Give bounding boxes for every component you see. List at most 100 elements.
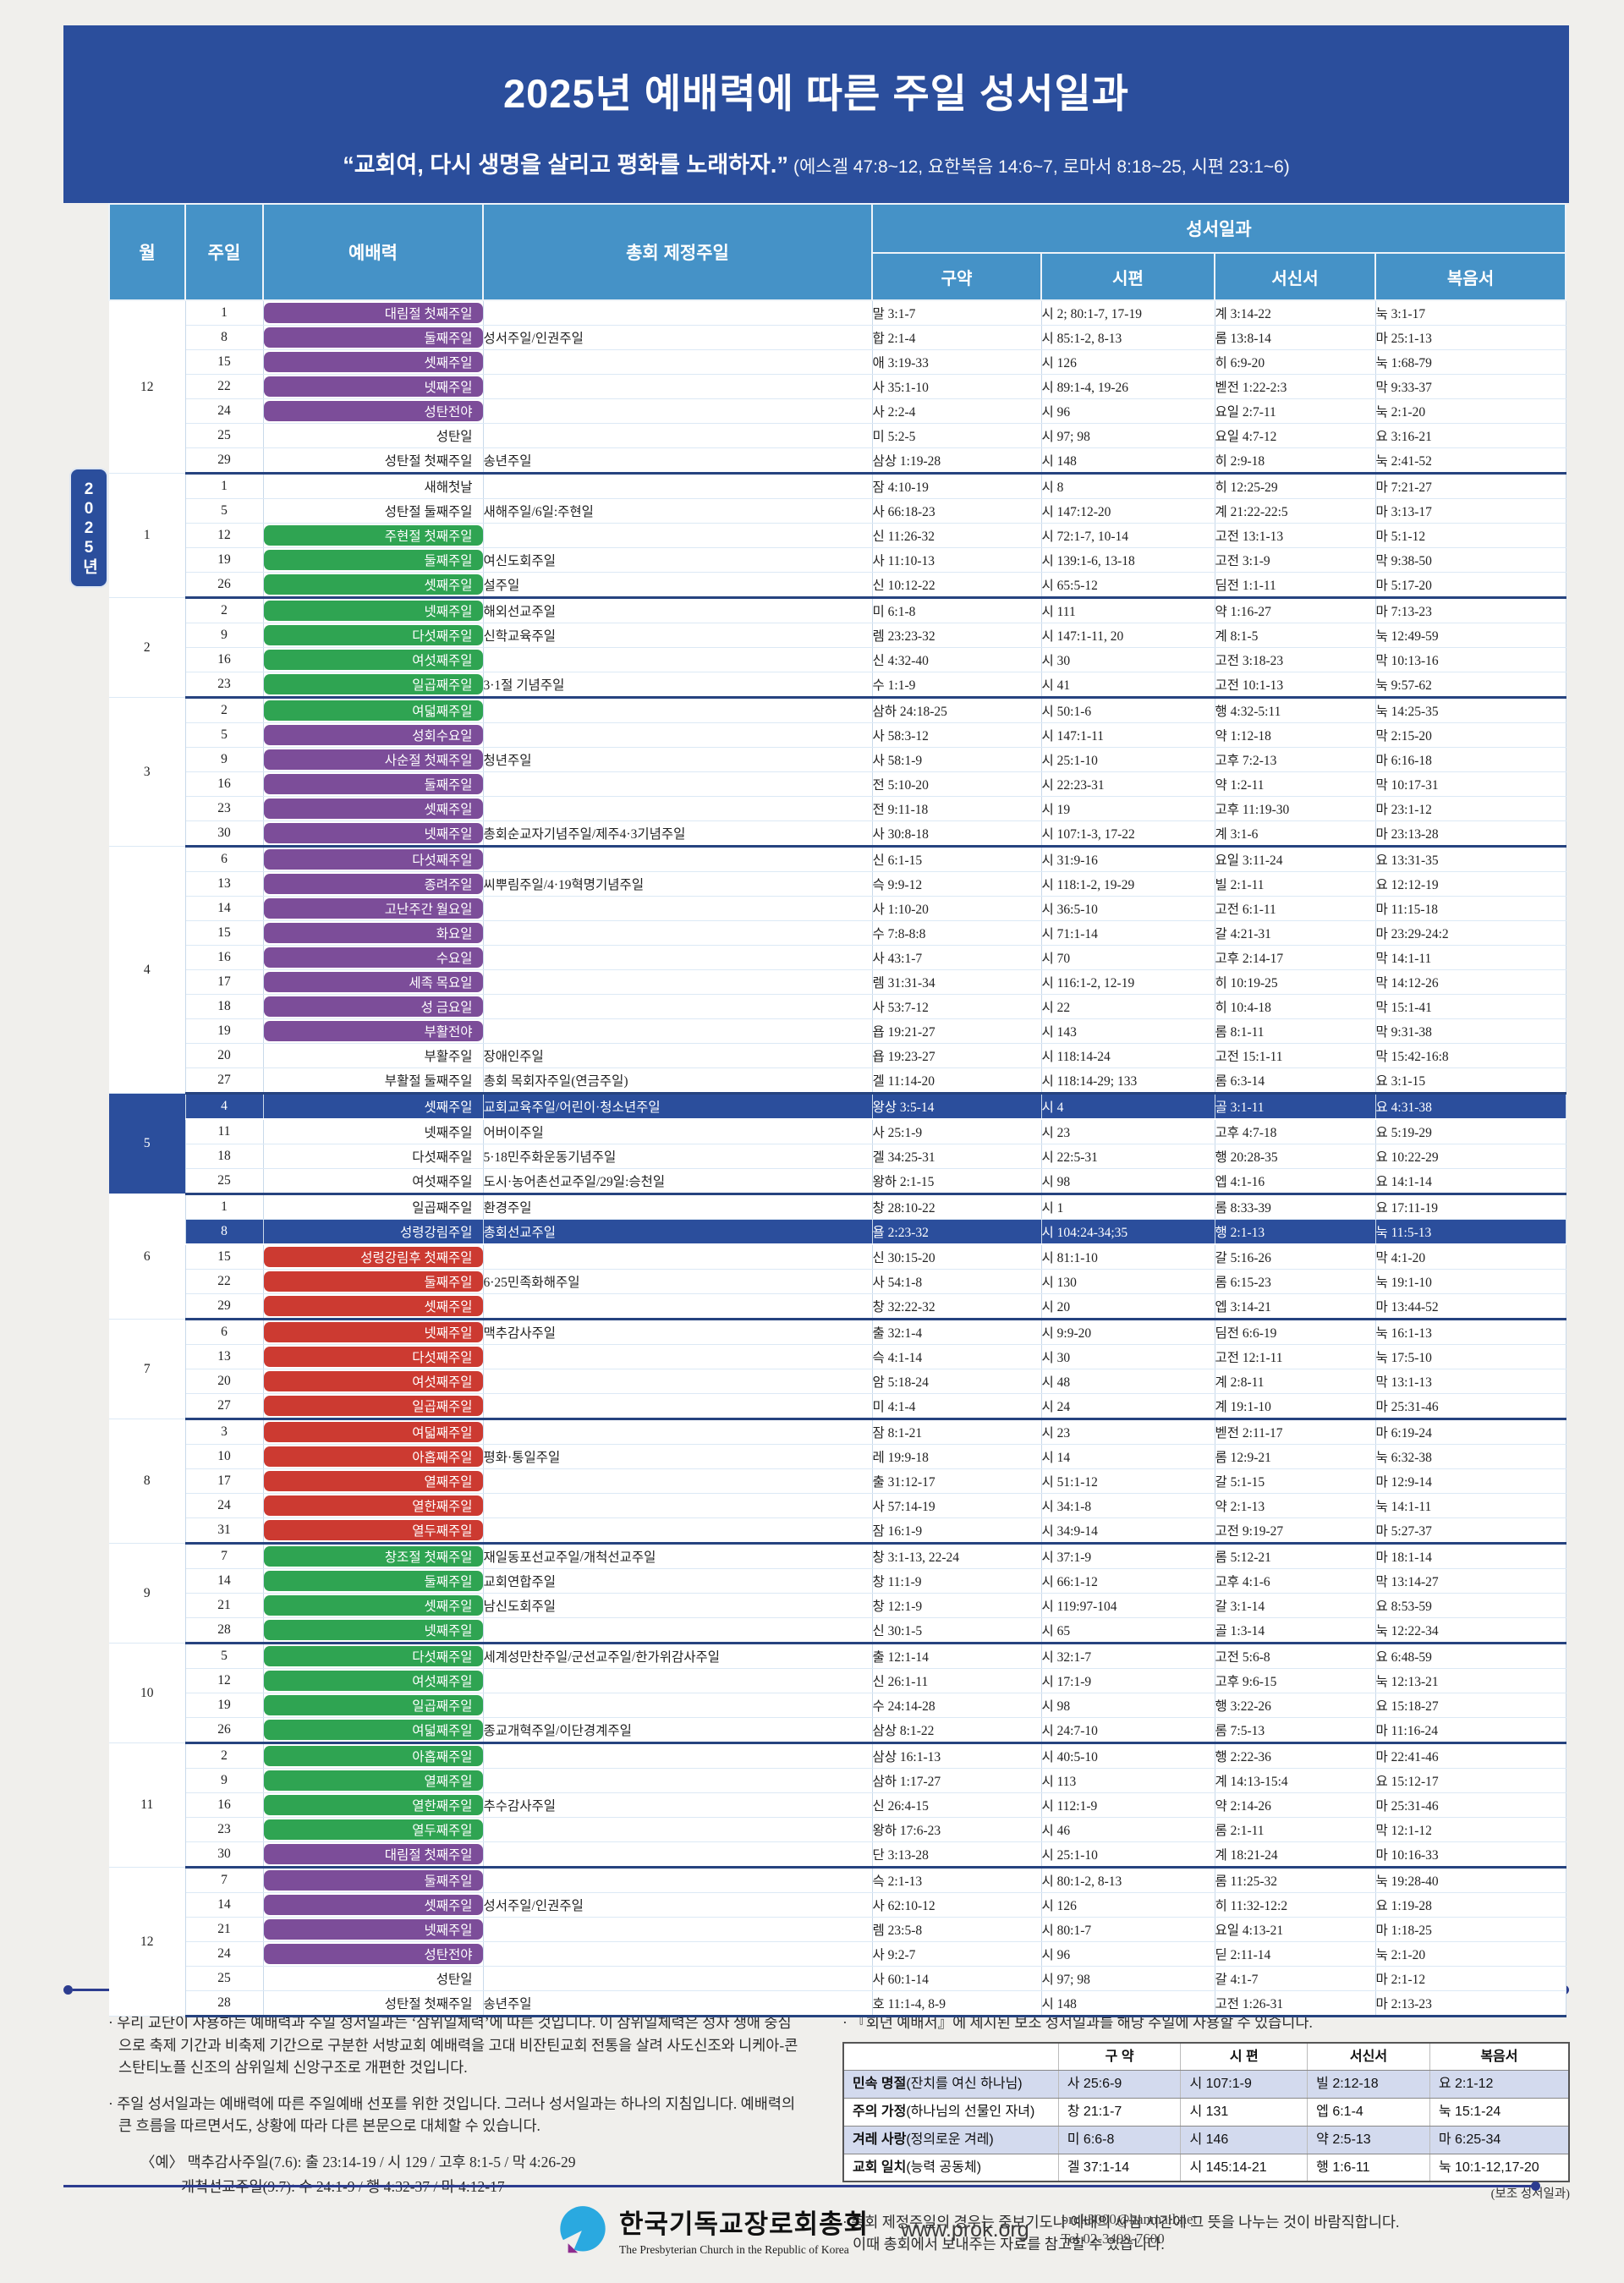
liturgical-chip: 성령강림주일 — [399, 1226, 473, 1240]
org-website-link[interactable]: www.prok.org — [901, 2217, 1029, 2242]
date-cell: 18 — [185, 994, 264, 1019]
epistle-cell: 롬 5:12-21 — [1215, 1543, 1376, 1569]
liturgical-chip: 다섯째주일 — [263, 625, 482, 645]
gospel-cell: 마 25:1-13 — [1375, 325, 1566, 350]
psalm-cell: 시 19 — [1041, 796, 1215, 821]
date-cell: 28 — [185, 1617, 264, 1644]
psalm-cell: 시 96 — [1041, 398, 1215, 424]
lectionary-row: 11 넷째주일 어버이주일 사 25:1-9 시 23 고후 4:7-18 요 5:19-2… — [109, 1119, 1566, 1144]
lectionary-row: 26 여덟째주일 종교개혁주일/이단경계주일 삼상 8:1-22 시 24:7-10 롬 … — [109, 1717, 1566, 1744]
psalm-cell: 시 25:1-10 — [1041, 747, 1215, 772]
lectionary-row: 25 성탄일 사 60:1-14 시 97; 98 갈 4:1-7 마 2:1-12 — [109, 1966, 1566, 1991]
liturgical-cell: 부활절 둘째주일 — [263, 1067, 484, 1095]
psalm-cell: 시 22 — [1041, 994, 1215, 1019]
psalm-cell: 시 147:1-11, 20 — [1041, 623, 1215, 648]
ot-cell: 삼하 24:18-25 — [872, 697, 1042, 723]
liturgical-cell: 셋째주일 — [263, 1293, 484, 1320]
liturgical-chip: 다섯째주일 — [263, 849, 482, 870]
designated-cell — [483, 771, 873, 797]
psalm-cell: 시 30 — [1041, 647, 1215, 672]
aux-psalm-cell: 시 107:1-9 — [1180, 2069, 1309, 2099]
designated-cell — [483, 398, 873, 424]
psalm-cell: 시 9:9-20 — [1041, 1319, 1215, 1345]
col-header-month: 월 — [108, 203, 186, 301]
date-cell: 12 — [185, 1668, 264, 1693]
gospel-cell: 마 12:9-14 — [1375, 1468, 1566, 1494]
ot-cell: 창 3:1-13, 22-24 — [872, 1543, 1042, 1569]
designated-cell — [483, 1344, 873, 1369]
ot-cell: 삼상 8:1-22 — [872, 1717, 1042, 1744]
date-cell: 1 — [185, 1194, 264, 1220]
gospel-cell: 마 5:27-37 — [1375, 1517, 1566, 1545]
lectionary-row: 19 일곱째주일 수 24:14-28 시 98 행 3:22-26 요 15:18-27 — [109, 1693, 1566, 1718]
psalm-cell: 시 25:1-10 — [1041, 1841, 1215, 1869]
designated-cell — [483, 1369, 873, 1394]
epistle-cell: 롬 11:25-32 — [1215, 1867, 1376, 1893]
designated-cell — [483, 1468, 873, 1494]
ot-cell: 슥 4:1-14 — [872, 1344, 1042, 1369]
ot-cell: 창 32:22-32 — [872, 1293, 1042, 1320]
psalm-cell: 시 139:1-6, 13-18 — [1041, 547, 1215, 573]
date-cell: 21 — [185, 1593, 264, 1618]
liturgical-chip: 일곱째주일 — [263, 1396, 482, 1416]
date-cell: 5 — [185, 498, 264, 524]
org-email[interactable]: prok3000@hanmail.net — [1061, 2211, 1198, 2228]
gospel-cell: 요 1:19-28 — [1375, 1892, 1566, 1918]
designated-cell: 종교개혁주일/이단경계주일 — [483, 1717, 873, 1744]
designated-cell — [483, 1966, 873, 1991]
gospel-cell: 마 11:15-18 — [1375, 896, 1566, 921]
header-subtitle: “교회여, 다시 생명을 살리고 평화를 노래하자.” (에스겔 47:8~12… — [63, 146, 1569, 179]
date-cell: 9 — [185, 747, 264, 772]
liturgical-chip: 둘째주일 — [263, 1870, 482, 1891]
date-cell: 18 — [185, 1144, 264, 1169]
liturgical-chip: 사순절 첫째주일 — [263, 749, 482, 770]
lectionary-row: 5 성탄절 둘째주일 새해주일/6일:주현일 사 66:18-23 시 147:12-2… — [109, 498, 1566, 524]
psalm-cell: 시 48 — [1041, 1369, 1215, 1394]
gospel-cell: 눅 12:22-34 — [1375, 1617, 1566, 1644]
gospel-cell: 막 9:38-50 — [1375, 547, 1566, 573]
lectionary-row: 16 둘째주일 전 5:10-20 시 22:23-31 약 1:2-11 막 10:17… — [109, 771, 1566, 797]
date-cell: 13 — [185, 1344, 264, 1369]
month-cell: 7 — [109, 1319, 186, 1419]
date-cell: 15 — [185, 920, 264, 946]
designated-cell — [483, 1742, 873, 1769]
liturgical-chip: 아홉째주일 — [263, 1446, 482, 1467]
liturgical-cell: 일곱째주일 — [263, 1194, 484, 1220]
liturgical-cell: 둘째주일 — [263, 1867, 484, 1893]
date-cell: 26 — [185, 572, 264, 599]
month-cell: 6 — [109, 1194, 186, 1320]
gospel-cell: 요 5:19-29 — [1375, 1119, 1566, 1144]
lectionary-row: 24 열한째주일 사 57:14-19 시 34:1-8 약 2:1-13 눅 14:1-… — [109, 1493, 1566, 1518]
lectionary-row: 4 6 다섯째주일 신 6:1-15 시 31:9-16 요일 3:11-24 요 13:3… — [109, 846, 1566, 1094]
lectionary-row: 5 성회수요일 사 58:3-12 시 147:1-11 약 1:12-18 막 2:15… — [109, 722, 1566, 748]
notes-right-column: · 『회년 예배서』에 제시된 보조 성서일과를 해당 주일에 사용할 수 있습… — [842, 2011, 1570, 2256]
date-cell: 16 — [185, 771, 264, 797]
designated-cell — [483, 697, 873, 723]
epistle-cell: 엡 3:14-21 — [1215, 1293, 1376, 1320]
liturgical-cell: 성탄절 첫째주일 — [263, 447, 484, 475]
gospel-cell: 마 25:31-46 — [1375, 1393, 1566, 1420]
aux-row: 겨레 사랑(정의로운 겨레) 미 6:6-8 시 146 약 2:5-13 마 6:25… — [842, 2125, 1570, 2154]
liturgical-cell: 여섯째주일 — [263, 1369, 484, 1394]
designated-cell: 송년주일 — [483, 447, 873, 475]
psalm-cell: 시 22:5-31 — [1041, 1144, 1215, 1169]
liturgical-chip: 성탄일 — [436, 430, 473, 444]
liturgical-chip: 대림절 첫째주일 — [263, 1844, 482, 1864]
gospel-cell: 막 15:1-41 — [1375, 994, 1566, 1019]
psalm-cell: 시 2; 80:1-7, 17-19 — [1041, 300, 1215, 326]
note-paragraph-1: · 우리 교단이 사용하는 예배력과 주일 성서일과는 ‘삼위일체력’에 따른 … — [108, 2014, 798, 2077]
org-telephone: Tel 02-3499-7600 — [1061, 2231, 1165, 2247]
liturgical-chip: 열두째주일 — [263, 1520, 482, 1540]
lectionary-row: 12 1 대림절 첫째주일 말 3:1-7 시 2; 80:1-7, 17-19 계 3:… — [109, 300, 1566, 474]
gospel-cell: 마 11:16-24 — [1375, 1717, 1566, 1744]
epistle-cell: 롬 2:1-11 — [1215, 1817, 1376, 1842]
aux-ot-cell: 창 21:1-7 — [1057, 2097, 1182, 2127]
lectionary-row: 8 성령강림주일 총회선교주일 욜 2:23-32 시 104:24-34;35 행 2:… — [109, 1219, 1566, 1245]
epistle-cell: 요일 2:7-11 — [1215, 398, 1376, 424]
prok-logo-icon — [558, 2206, 606, 2254]
epistle-cell: 행 4:32-5:11 — [1215, 697, 1376, 723]
liturgical-chip: 셋째주일 — [263, 1296, 482, 1316]
liturgical-chip: 다섯째주일 — [412, 1150, 473, 1165]
